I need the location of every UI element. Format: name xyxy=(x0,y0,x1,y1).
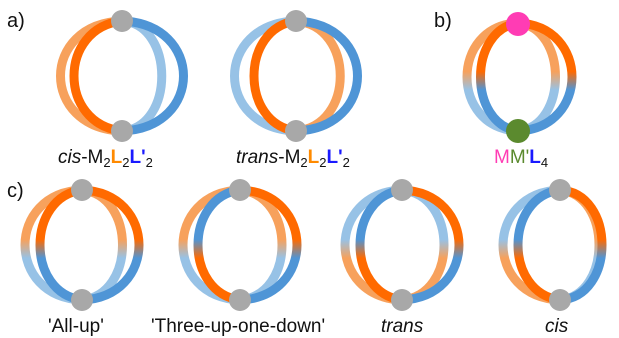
caption-all-up: 'All-up' xyxy=(48,316,104,337)
caption-sub: 2 xyxy=(103,155,111,170)
cage-all-up xyxy=(20,179,144,311)
cage-trans-c xyxy=(340,179,464,311)
caption-metal: -M xyxy=(278,147,301,168)
caption-sub: 2 xyxy=(145,155,153,170)
cage-trans-a xyxy=(230,10,362,142)
caption-mmprime-l4: MM'L4 xyxy=(494,147,548,169)
metal-Mprime-node xyxy=(506,119,530,143)
caption-sub: 2 xyxy=(342,155,350,170)
caption-ligand-Lprime: L' xyxy=(326,147,343,168)
cage-cis-a xyxy=(56,10,188,142)
caption-three-up-one-down: 'Three-up-one-down' xyxy=(151,316,326,337)
caption-prefix: trans xyxy=(236,147,279,168)
cage-b xyxy=(462,12,577,143)
panel-label-c: c) xyxy=(7,180,24,202)
caption-ligand-Lprime: L' xyxy=(129,147,146,168)
caption-ligand-L: L xyxy=(110,147,123,168)
caption-metal: -M xyxy=(81,147,104,168)
panel-label-a: a) xyxy=(7,10,25,32)
caption-prefix: cis xyxy=(58,147,82,168)
caption-sub: 2 xyxy=(300,155,308,170)
panel-label-b: b) xyxy=(434,10,452,32)
caption-ligand-L: L xyxy=(307,147,320,168)
caption-ligand-L: L xyxy=(529,147,541,168)
metal-M-node xyxy=(506,12,530,36)
caption-metal-M: M xyxy=(494,147,510,168)
caption-metal-Mprime: M' xyxy=(509,147,530,168)
cage-cis-c xyxy=(498,179,607,311)
caption-sub: 2 xyxy=(319,155,327,170)
caption-cis: cis xyxy=(545,316,569,337)
cage-three-up-one-down xyxy=(178,179,302,311)
caption-sub: 4 xyxy=(540,155,549,170)
caption-cis-m2l2lp2: cis-M2L2L'2 xyxy=(58,147,153,169)
caption-trans: trans xyxy=(381,316,424,337)
caption-trans-m2l2lp2: trans-M2L2L'2 xyxy=(236,147,350,169)
caption-sub: 2 xyxy=(122,155,130,170)
